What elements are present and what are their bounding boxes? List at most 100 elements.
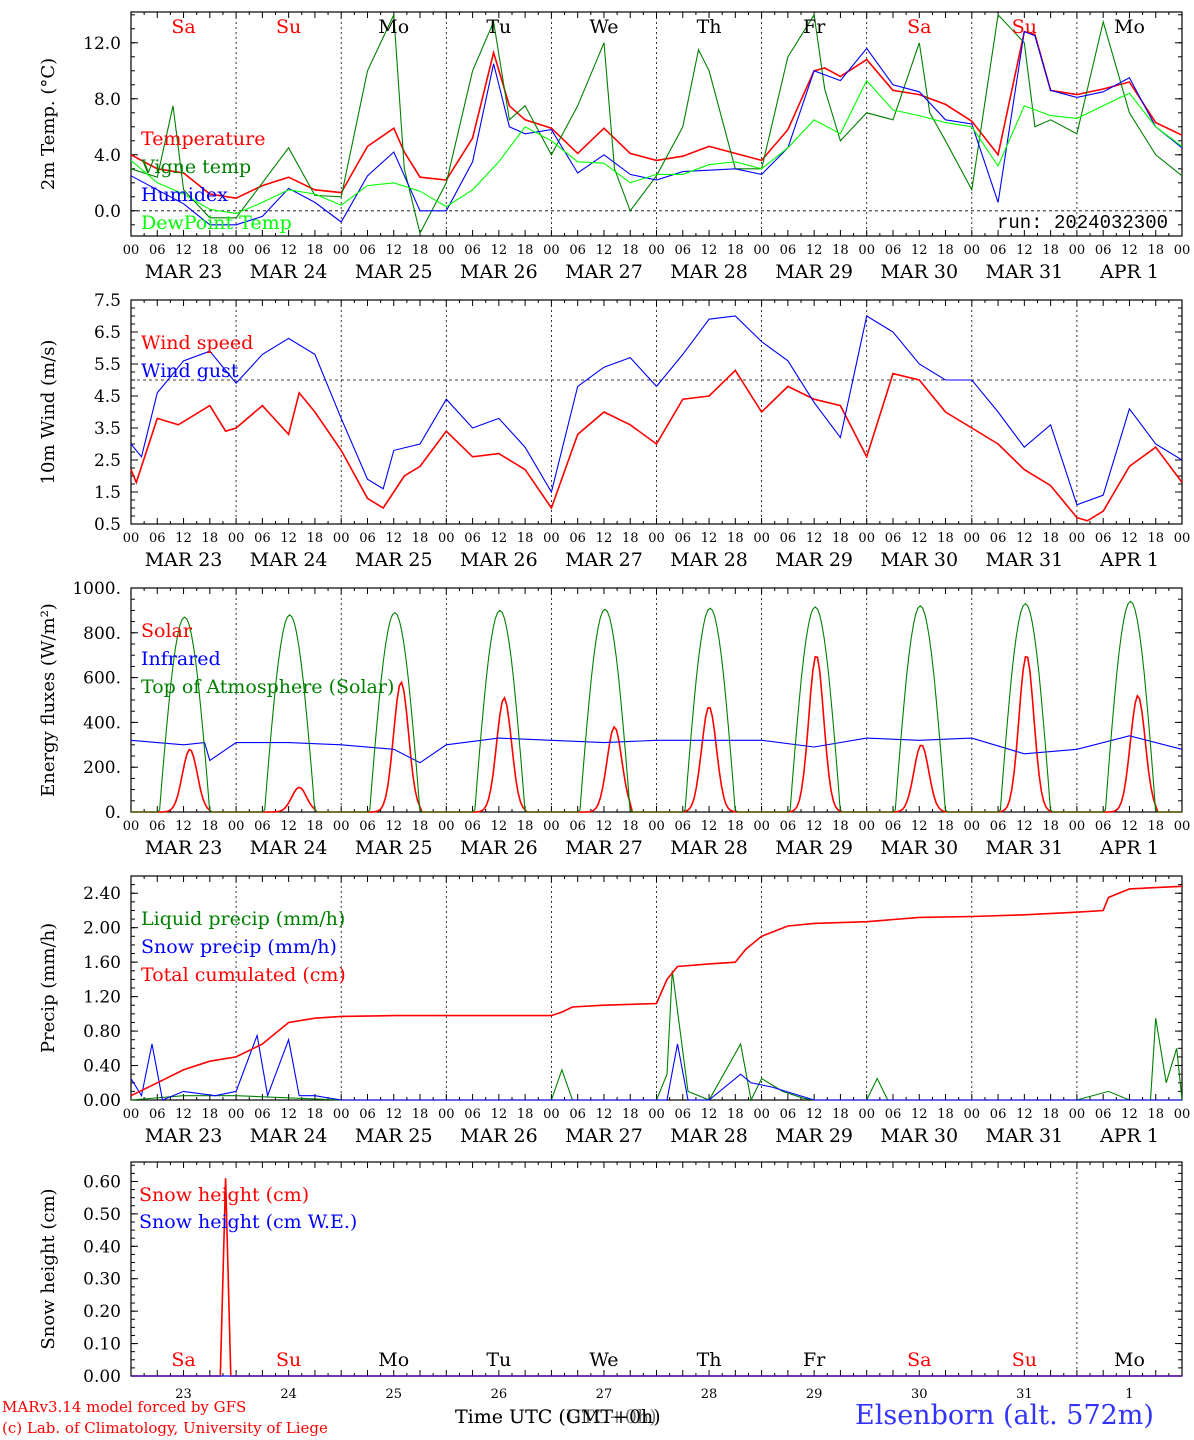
legend-entry: Infrared [141,648,221,670]
hour-tick-label: 18 [832,531,849,546]
day-number-label: 28 [701,1387,718,1402]
hour-tick-label: 06 [990,819,1007,834]
hour-tick-label: 12 [385,531,402,546]
hour-tick-label: 06 [359,531,376,546]
y-tick-label: 5.5 [94,355,121,375]
weekday-label-top: Mo [378,16,409,38]
hour-tick-label: 12 [175,531,192,546]
weekday-label-bottom: Sa [171,1349,195,1371]
y-tick-label: 0.00 [83,1091,121,1111]
chart-panel [130,875,1183,1102]
series-line [130,885,1183,1097]
date-label: APR 1 [1099,837,1159,859]
hour-tick-label: 12 [911,819,928,834]
hour-tick-label: 06 [1095,243,1112,258]
hour-tick-label: 00 [333,531,350,546]
hour-tick-label: 06 [990,531,1007,546]
date-label: MAR 30 [880,261,958,283]
hour-tick-label: 12 [385,1107,402,1122]
legend-entry: Snow precip (mm/h) [141,936,337,958]
date-label: MAR 27 [565,1125,643,1147]
hour-tick-label: 00 [1174,1107,1191,1122]
hour-tick-label: 00 [543,531,560,546]
hour-tick-label: 12 [491,819,508,834]
y-tick-label: 200. [83,758,121,778]
date-label: MAR 28 [670,1125,748,1147]
legend-entry: Temperature [141,128,265,150]
weekday-label-top: Mo [1114,16,1145,38]
hour-tick-label: 12 [385,819,402,834]
hour-tick-label: 18 [622,531,639,546]
hour-tick-label: 18 [517,819,534,834]
hour-tick-label: 06 [990,1107,1007,1122]
hour-tick-label: 06 [359,243,376,258]
hour-tick-label: 00 [753,243,770,258]
hour-tick-label: 18 [1147,1107,1164,1122]
hour-tick-label: 00 [1069,1107,1086,1122]
hour-tick-label: 00 [228,243,245,258]
date-label: APR 1 [1099,549,1159,571]
hour-tick-label: 12 [701,819,718,834]
hour-tick-label: 18 [307,531,324,546]
day-number-label: 1 [1125,1387,1133,1402]
hour-tick-label: 12 [280,531,297,546]
hour-tick-label: 18 [202,531,219,546]
date-label: MAR 27 [565,837,643,859]
date-label: MAR 24 [250,261,328,283]
y-tick-label: 0.10 [83,1335,121,1355]
hour-tick-label: 18 [832,243,849,258]
hour-tick-label: 00 [858,1107,875,1122]
date-label: MAR 29 [775,837,853,859]
hour-tick-label: 12 [1121,531,1138,546]
hour-tick-label: 00 [753,1107,770,1122]
series-line [130,970,1183,1102]
hour-tick-label: 06 [149,1107,166,1122]
date-label: MAR 28 [670,549,748,571]
hour-tick-label: 18 [307,1107,324,1122]
date-label: MAR 24 [250,837,328,859]
hour-tick-label: 06 [780,531,797,546]
date-label: MAR 27 [565,261,643,283]
legend-entry: Humidex [141,184,228,206]
day-number-label: 30 [911,1387,928,1402]
legend-entry: Total cumulated (cm) [141,964,346,986]
hour-tick-label: 06 [780,243,797,258]
hour-tick-label: 06 [149,243,166,258]
y-tick-label: 0.80 [83,1022,121,1042]
hour-tick-label: 06 [780,1107,797,1122]
series-line [131,1178,1182,1377]
hour-tick-label: 12 [1016,1107,1033,1122]
y-tick-label: 0.0 [94,202,121,222]
time-axis-overlay: Time UTC (UTC+0h) [455,1406,657,1428]
y-axis-label: 10m Wind (m/s) [38,340,59,485]
hour-tick-label: 12 [385,243,402,258]
hour-tick-label: 06 [1095,819,1112,834]
hour-tick-label: 18 [412,819,429,834]
hour-tick-label: 12 [806,243,823,258]
hour-tick-label: 12 [175,819,192,834]
hour-tick-label: 18 [727,819,744,834]
hour-tick-label: 06 [464,531,481,546]
date-label: MAR 26 [460,837,538,859]
weekday-label-top: We [589,16,618,38]
hour-tick-label: 12 [1121,819,1138,834]
date-label: MAR 31 [985,549,1063,571]
hour-tick-label: 06 [149,819,166,834]
chart-panel [130,299,1183,525]
hour-tick-label: 00 [228,819,245,834]
run-label: run: 2024032300 [997,212,1168,234]
hour-tick-label: 12 [701,243,718,258]
hour-tick-label: 00 [964,243,981,258]
date-label: MAR 28 [670,261,748,283]
hour-tick-label: 18 [412,531,429,546]
weekday-label-top: Sa [907,16,931,38]
hour-tick-label: 12 [701,531,718,546]
hour-tick-label: 18 [1147,243,1164,258]
hour-tick-label: 00 [1174,819,1191,834]
hour-tick-label: 12 [1016,531,1033,546]
y-axis-label: 2m Temp. (°C) [38,58,59,190]
hour-tick-label: 00 [964,1107,981,1122]
date-label: MAR 30 [880,1125,958,1147]
hour-tick-label: 00 [123,531,140,546]
hour-tick-label: 06 [1095,531,1112,546]
